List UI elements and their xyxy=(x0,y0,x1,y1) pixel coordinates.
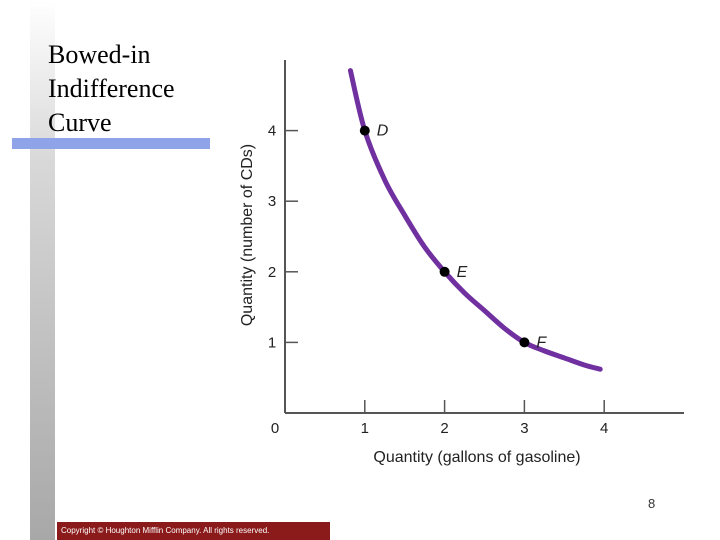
point-label: F xyxy=(536,334,547,351)
point xyxy=(439,266,450,277)
y-axis-label: Quantity (number of CDs) xyxy=(239,144,256,326)
x-tick-label: 1 xyxy=(361,420,369,437)
indifference-curve xyxy=(347,68,603,372)
page-number: 8 xyxy=(648,496,656,511)
x-axis-label: Quantity (gallons of gasoline) xyxy=(373,449,580,466)
point-label: D xyxy=(377,123,389,140)
x-tick-label: 4 xyxy=(600,420,608,437)
x-tick-label: 3 xyxy=(520,420,528,437)
point-label: E xyxy=(457,264,468,281)
x-tick-label: 2 xyxy=(440,420,448,437)
origin-label: 0 xyxy=(271,420,279,437)
y-tick-label: 4 xyxy=(268,123,276,140)
y-tick-label: 3 xyxy=(268,193,276,210)
slide-title: Bowed-in Indifference Curve xyxy=(48,40,175,137)
point xyxy=(519,337,530,348)
y-tick-label: 2 xyxy=(268,264,276,281)
side-bar xyxy=(30,0,55,540)
title-bar xyxy=(12,138,210,149)
copyright: Copyright © Houghton Mifflin Company. Al… xyxy=(57,522,330,540)
y-tick-label: 1 xyxy=(268,334,276,351)
point xyxy=(359,125,370,136)
